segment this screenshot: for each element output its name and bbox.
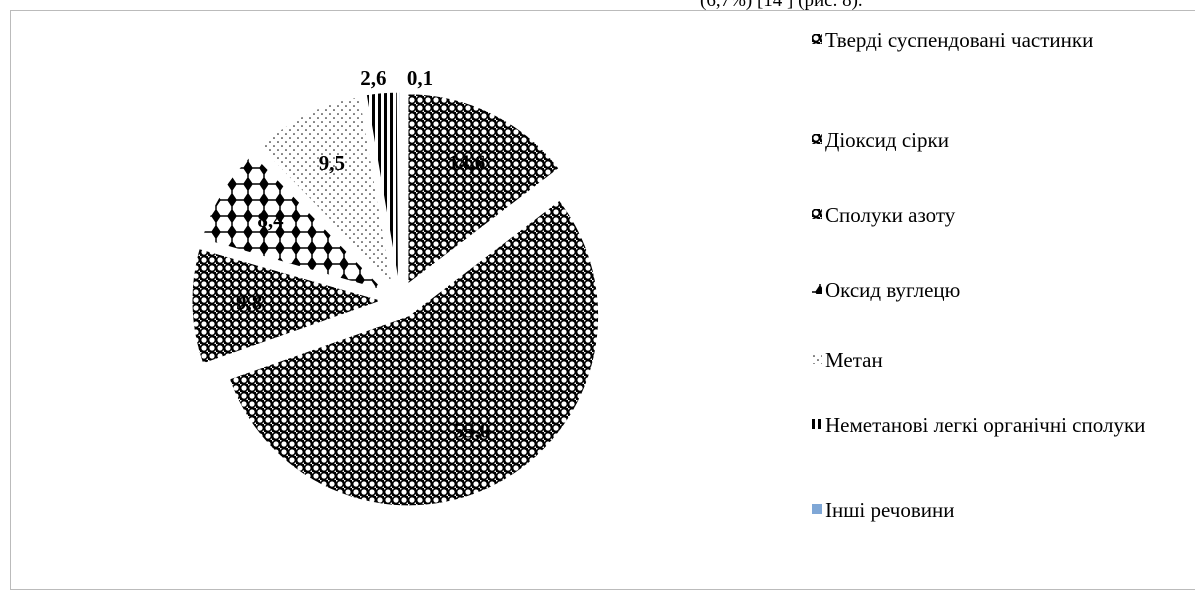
value-label: 0,1 <box>407 66 433 90</box>
legend-swatch <box>812 419 822 429</box>
legend-label: Тверді суспендовані частинки <box>825 28 1094 52</box>
legend-swatch <box>812 284 822 294</box>
legend-swatch <box>812 34 822 44</box>
legend-item: Сполуки азоту <box>812 200 1152 230</box>
legend-swatch <box>812 134 822 144</box>
value-label: 14,6 <box>448 150 485 174</box>
legend-swatch-fill <box>812 34 822 44</box>
value-label: 9,5 <box>319 151 345 175</box>
legend-label: Інші речовини <box>825 498 955 522</box>
pie-slice <box>191 248 384 365</box>
legend-label: Неметанові легкі органічні сполуки <box>825 413 1146 437</box>
header-text: (6,7%) [14 ] (рис. 8). <box>700 0 863 11</box>
legend-swatch <box>812 209 822 219</box>
legend-label: Оксид вуглецю <box>825 278 961 302</box>
legend-swatch-fill <box>812 354 822 364</box>
legend-item: Неметанові легкі органічні сполуки <box>812 410 1152 440</box>
legend-swatch-fill <box>812 134 822 144</box>
legend-label: Діоксид сірки <box>825 128 949 152</box>
pie-slice <box>228 199 600 507</box>
legend-label: Метан <box>825 348 883 372</box>
legend-item: Оксид вуглецю <box>812 275 1152 305</box>
legend-item: Тверді суспендовані частинки <box>812 25 1152 55</box>
pie-slice <box>398 91 401 283</box>
legend-swatch-fill <box>812 284 822 294</box>
value-label: 9,8 <box>236 291 262 315</box>
legend-swatch-fill <box>812 209 822 219</box>
legend-item: Метан <box>812 345 1152 375</box>
legend-item: Діоксид сірки <box>812 125 1152 155</box>
pie-slice <box>407 93 560 285</box>
pie-slice <box>259 96 393 286</box>
pie-slice <box>365 91 399 283</box>
legend-swatch <box>812 504 822 514</box>
pie-slice <box>201 153 387 292</box>
legend-swatch-fill <box>812 419 822 429</box>
value-label: 55,0 <box>454 419 491 443</box>
legend-item: Інші речовини <box>812 495 1152 525</box>
legend-swatch-fill <box>812 504 822 514</box>
legend-swatch <box>812 354 822 364</box>
legend-label: Сполуки азоту <box>825 203 956 227</box>
value-label: 8,4 <box>257 208 284 232</box>
value-label: 2,6 <box>360 66 386 90</box>
